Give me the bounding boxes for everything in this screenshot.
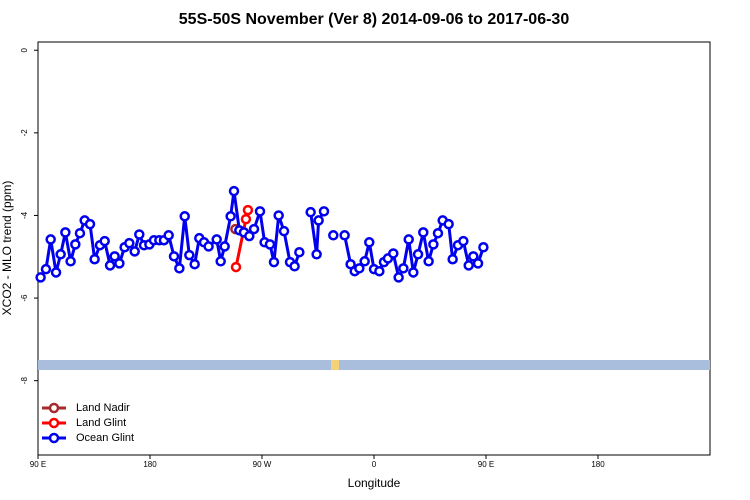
data-point <box>70 239 81 250</box>
x-axis-label: Longitude <box>348 476 401 490</box>
data-point <box>418 227 429 238</box>
data-point <box>318 206 330 217</box>
data-point <box>412 249 424 260</box>
data-point <box>114 258 125 269</box>
data-point <box>328 230 339 241</box>
data-point <box>203 241 214 252</box>
data-point <box>244 230 255 242</box>
land-ocean-strip <box>38 360 710 370</box>
legend-marker <box>48 417 60 429</box>
legend-marker <box>48 402 60 414</box>
legend-marker <box>48 432 60 444</box>
data-point <box>278 225 290 237</box>
data-point <box>388 248 399 259</box>
data-point <box>230 261 242 273</box>
data-point <box>242 204 254 216</box>
data-point <box>403 234 414 245</box>
data-point <box>89 253 100 265</box>
data-point <box>240 213 252 225</box>
data-point <box>55 249 66 260</box>
y-tick-label: -8 <box>20 377 29 385</box>
x-tick-label: 180 <box>143 460 157 469</box>
data-point <box>443 218 454 230</box>
x-tick-label: 90 E <box>30 460 46 469</box>
data-point <box>215 256 226 267</box>
data-point <box>354 263 365 274</box>
series-line <box>309 210 326 255</box>
data-point <box>423 256 434 267</box>
data-point <box>168 251 180 262</box>
data-point <box>273 210 284 221</box>
y-tick-label: -2 <box>20 129 29 137</box>
chart-title: 55S-50S November (Ver 8) 2014-09-06 to 2… <box>179 11 570 28</box>
data-point <box>189 258 200 270</box>
y-tick-label: -6 <box>20 294 29 302</box>
land-strip-patch <box>331 360 339 370</box>
data-point <box>339 230 350 241</box>
data-point <box>184 249 195 261</box>
data-point <box>225 211 236 222</box>
data-point <box>228 185 240 197</box>
data-point <box>359 256 370 267</box>
data-point <box>393 272 404 283</box>
data-point <box>468 251 479 262</box>
data-point <box>109 251 120 262</box>
data-point <box>398 263 409 274</box>
data-point <box>129 246 140 257</box>
data-point <box>84 218 96 230</box>
y-tick-label: 0 <box>20 47 29 52</box>
data-point <box>463 260 474 271</box>
legend-label: Land Nadir <box>76 402 130 414</box>
x-tick-label: 0 <box>372 460 377 469</box>
data-point <box>35 272 46 283</box>
data-point <box>248 223 260 235</box>
data-point <box>313 215 324 226</box>
y-axis-label: XCO2 - MLO trend (ppm) <box>0 181 14 316</box>
data-point <box>50 267 62 278</box>
data-point <box>305 206 316 218</box>
data-point <box>472 258 484 269</box>
x-tick-label: 90 E <box>478 460 494 469</box>
data-point <box>311 249 322 260</box>
data-point <box>134 229 145 240</box>
legend-label: Ocean Glint <box>76 432 134 444</box>
x-tick-label: 90 W <box>253 460 272 469</box>
data-point <box>268 256 280 268</box>
data-point <box>211 234 222 245</box>
data-point <box>294 246 305 258</box>
data-point <box>458 235 469 247</box>
data-point <box>408 267 419 278</box>
data-point <box>174 263 185 274</box>
data-point <box>478 242 489 253</box>
data-point <box>40 263 52 275</box>
data-point <box>45 234 56 245</box>
data-point <box>163 230 174 241</box>
data-point <box>428 239 439 250</box>
data-point <box>364 237 375 248</box>
data-point <box>74 227 86 239</box>
data-point <box>264 239 276 250</box>
data-point <box>447 253 458 265</box>
x-tick-label: 180 <box>591 460 605 469</box>
data-point <box>432 227 444 239</box>
data-point <box>104 260 116 271</box>
data-point <box>65 256 76 267</box>
legend-label: Land Glint <box>76 417 126 429</box>
data-point <box>60 227 71 238</box>
data-point <box>254 206 266 217</box>
data-point <box>99 235 110 247</box>
data-point <box>219 241 230 252</box>
data-point <box>124 237 135 249</box>
data-point <box>179 211 190 222</box>
y-tick-label: -4 <box>20 211 29 219</box>
data-point <box>374 265 385 277</box>
data-point <box>289 261 300 272</box>
